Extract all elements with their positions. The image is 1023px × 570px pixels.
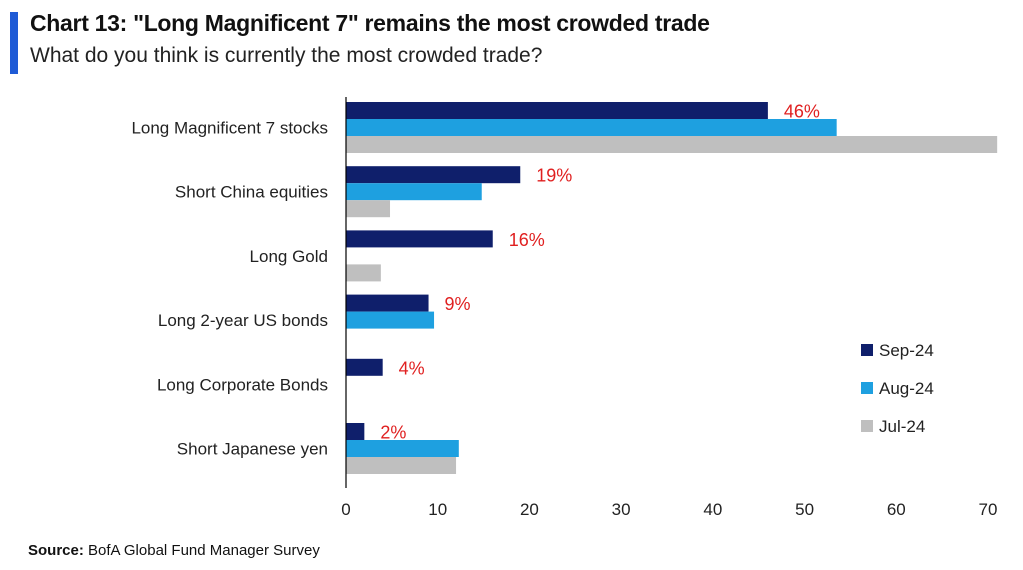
data-label: 2% [380, 423, 406, 443]
x-tick-label: 40 [703, 500, 722, 519]
x-tick-label: 60 [887, 500, 906, 519]
legend-swatch-sep-24 [861, 344, 873, 356]
bar-sep-24-3 [346, 294, 429, 312]
x-tick-label: 0 [341, 500, 350, 519]
bar-sep-24-4 [346, 358, 383, 376]
bar-jul-24-5 [346, 457, 457, 474]
category-label: Long Corporate Bonds [157, 375, 328, 394]
data-label: 4% [399, 358, 425, 378]
source-note: Source: BofA Global Fund Manager Survey [28, 542, 320, 559]
category-label: Long 2-year US bonds [158, 311, 328, 330]
legend-swatch-jul-24 [861, 420, 873, 432]
bar-aug-24-3 [346, 311, 435, 329]
legend-label-jul-24: Jul-24 [879, 417, 925, 436]
chart-subtitle: What do you think is currently the most … [30, 44, 543, 67]
bar-jul-24-1 [346, 200, 391, 218]
accent-bar [10, 12, 18, 74]
data-label: 16% [509, 230, 545, 250]
x-tick-label: 50 [795, 500, 814, 519]
legend-label-aug-24: Aug-24 [879, 379, 934, 398]
bar-sep-24-0 [346, 102, 768, 119]
source-label: Source: [28, 542, 84, 559]
x-tick-label: 70 [979, 500, 998, 519]
category-label: Long Magnificent 7 stocks [131, 119, 328, 138]
legend-label-sep-24: Sep-24 [879, 341, 934, 360]
source-text: BofA Global Fund Manager Survey [83, 542, 320, 559]
bar-sep-24-2 [346, 230, 493, 248]
bar-sep-24-5 [346, 423, 365, 440]
x-tick-label: 30 [612, 500, 631, 519]
bar-aug-24-1 [346, 183, 482, 201]
bar-aug-24-5 [346, 440, 459, 457]
bar-sep-24-1 [346, 166, 521, 184]
chart-title: Chart 13: "Long Magnificent 7" remains t… [30, 10, 710, 36]
x-tick-label: 20 [520, 500, 539, 519]
x-tick-label: 10 [428, 500, 447, 519]
category-label: Long Gold [250, 247, 328, 266]
data-label: 19% [536, 166, 572, 186]
category-label: Short Japanese yen [177, 440, 328, 459]
bar-aug-24-0 [346, 119, 837, 136]
data-label: 9% [445, 294, 471, 314]
bar-jul-24-2 [346, 264, 381, 282]
data-label: 46% [784, 102, 820, 122]
legend-swatch-aug-24 [861, 382, 873, 394]
category-label: Short China equities [175, 183, 328, 202]
bar-jul-24-0 [346, 136, 998, 153]
